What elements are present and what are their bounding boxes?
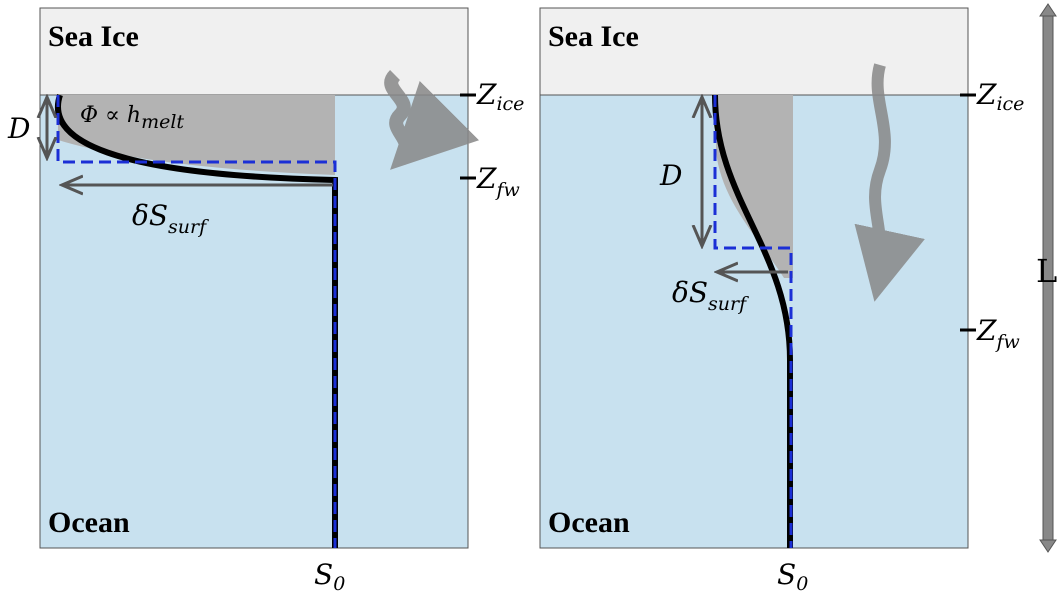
- bottom-label: Ocean: [548, 506, 630, 539]
- z-fw-label: Zfw: [476, 162, 520, 201]
- flux-arrow: [854, 63, 925, 302]
- z-ice-label: Zice: [976, 78, 1024, 115]
- symbol: Z: [476, 162, 497, 195]
- symbol: S: [314, 558, 333, 591]
- melt-region: [716, 95, 793, 278]
- depth-label: D: [7, 112, 30, 145]
- salinity-profile: [712, 94, 793, 548]
- anomaly-label: δSsurf: [132, 199, 209, 238]
- sea-ice: [539, 7, 969, 96]
- flux-label: Φ ∝ hmelt: [80, 103, 184, 133]
- s0-label: S0: [314, 558, 345, 595]
- panel-left: Sea Ice Ocean D Φ ∝ hmelt δSsurf Zice Zf…: [7, 7, 524, 595]
- flux-arrow: [384, 70, 480, 170]
- symbol: δS: [672, 276, 708, 309]
- subscript: surf: [168, 216, 209, 238]
- subscript: fw: [494, 179, 519, 201]
- symbol: δS: [132, 199, 168, 232]
- depth-label: D: [659, 159, 682, 192]
- symbol: Z: [976, 314, 997, 347]
- anomaly-label: δSsurf: [672, 276, 749, 315]
- symbol: Z: [476, 78, 497, 111]
- subscript: surf: [708, 293, 749, 315]
- top-label: Sea Ice: [48, 20, 139, 53]
- length-arrowheads: [1039, 3, 1057, 553]
- panel-right: Sea Ice Ocean D δSsurf Zice Zfw S0: [539, 7, 1024, 595]
- subscript: 0: [333, 573, 345, 595]
- z-fw-label: Zfw: [976, 314, 1020, 353]
- z-ice-label: Zice: [476, 78, 524, 115]
- slab-profile: [56, 95, 337, 548]
- subscript: melt: [141, 111, 184, 133]
- subscript: ice: [996, 93, 1024, 115]
- subscript: 0: [796, 573, 808, 595]
- slab-profile: [713, 95, 793, 548]
- subscript: ice: [496, 93, 524, 115]
- s0-label: S0: [777, 558, 808, 595]
- symbol: Z: [976, 78, 997, 111]
- flux-text: Φ ∝ h: [80, 103, 141, 128]
- length-label: L: [1036, 252, 1057, 290]
- bottom-label: Ocean: [48, 506, 130, 539]
- symbol: S: [777, 558, 796, 591]
- subscript: fw: [994, 331, 1019, 353]
- top-label: Sea Ice: [548, 20, 639, 53]
- melt-region: [58, 95, 335, 175]
